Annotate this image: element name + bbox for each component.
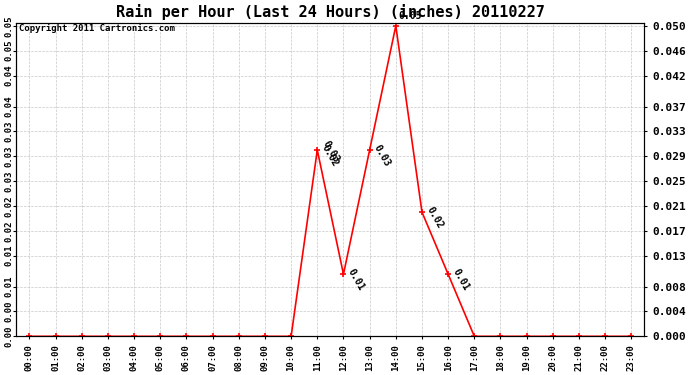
- Text: 0.01: 0.01: [451, 267, 471, 293]
- Text: 0.01: 0.01: [346, 267, 366, 293]
- Text: 0.02: 0.02: [424, 206, 445, 231]
- Text: 0.03: 0.03: [372, 143, 393, 169]
- Text: 0.03: 0.03: [321, 139, 342, 164]
- Title: Rain per Hour (Last 24 Hours) (inches) 20110227: Rain per Hour (Last 24 Hours) (inches) 2…: [116, 4, 545, 20]
- Text: 0.02: 0.02: [319, 143, 340, 169]
- Text: 0.05: 0.05: [399, 11, 422, 21]
- Text: Copyright 2011 Cartronics.com: Copyright 2011 Cartronics.com: [19, 24, 175, 33]
